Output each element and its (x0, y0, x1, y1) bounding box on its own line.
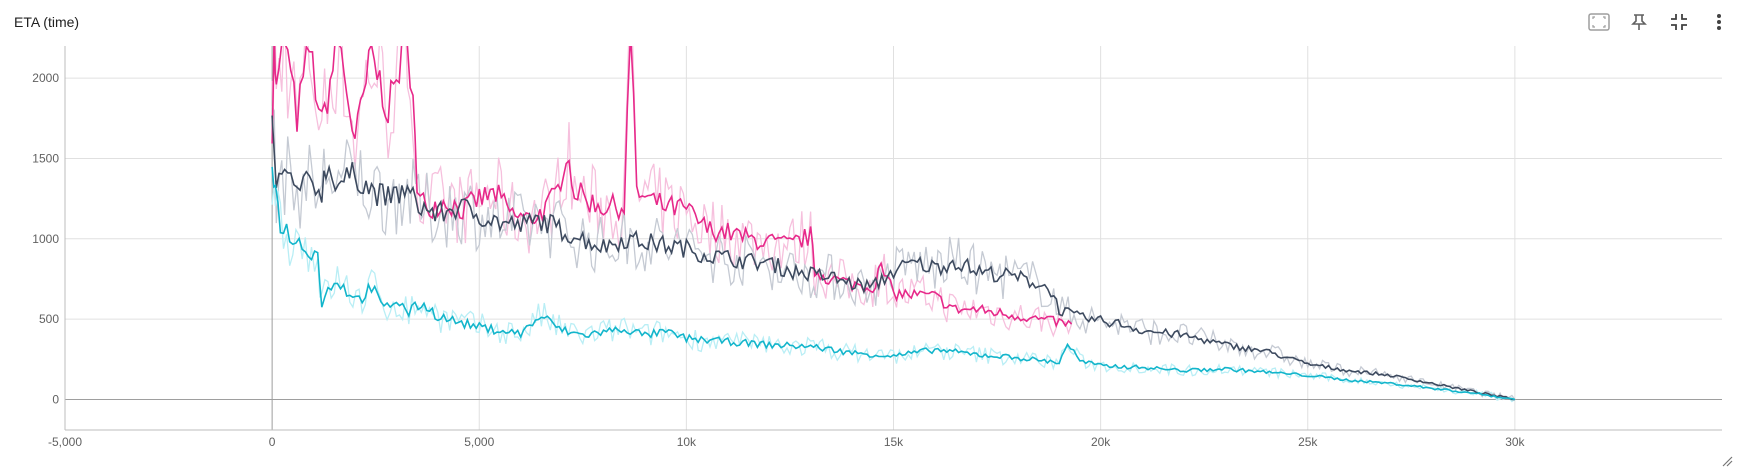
x-tick-label: 15k (884, 435, 904, 449)
fit-domain-button[interactable] (1579, 6, 1619, 38)
grid-lines (64, 46, 1722, 430)
fit-domain-icon (1588, 13, 1610, 31)
y-tick-label: 0 (52, 392, 59, 406)
collapse-icon (1671, 14, 1687, 30)
tick-labels: -5,000 0 5,000 10k 15k 20k 25k 30k 0 500 1000 1500 2… (32, 71, 1525, 449)
y-tick-label: 500 (39, 312, 59, 326)
smoothed-series-group (271, 46, 1516, 401)
series-0-smoothed-line (271, 46, 1073, 329)
resize-handle-icon[interactable] (1721, 455, 1733, 467)
x-tick-label: 30k (1505, 435, 1525, 449)
more-button[interactable] (1699, 6, 1739, 38)
card-header: ETA (time) (0, 0, 1739, 44)
card-title: ETA (time) (14, 14, 80, 30)
series-1-smoothed-line (271, 115, 1515, 401)
pin-icon (1631, 14, 1647, 30)
pin-button[interactable] (1619, 6, 1659, 38)
card-toolbar (1579, 6, 1739, 38)
x-tick-label: 0 (269, 435, 276, 449)
x-tick-label: 10k (677, 435, 697, 449)
x-tick-label: -5,000 (48, 435, 82, 449)
x-tick-label: 5,000 (464, 435, 494, 449)
y-tick-label: 1500 (32, 151, 59, 165)
series-0-raw-line (271, 46, 1073, 338)
y-tick-label: 1000 (32, 232, 59, 246)
x-tick-label: 20k (1091, 435, 1111, 449)
more-vert-icon (1717, 14, 1721, 30)
collapse-button[interactable] (1659, 6, 1699, 38)
y-tick-label: 2000 (32, 71, 59, 85)
series-2-smoothed-line (271, 166, 1516, 401)
axes (64, 46, 1722, 431)
x-tick-label: 25k (1298, 435, 1318, 449)
